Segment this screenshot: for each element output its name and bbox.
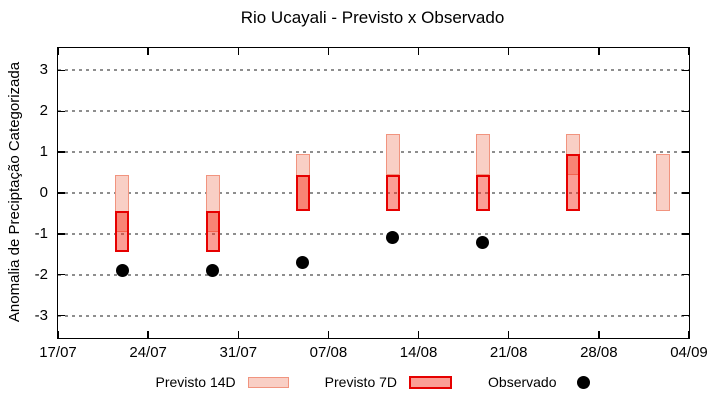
x-tick-top <box>507 48 510 55</box>
range-bar-previsto-7d <box>115 211 130 253</box>
x-tick-label: 24/07 <box>129 344 167 361</box>
x-tick-top <box>598 48 600 55</box>
y-tick-right <box>682 273 689 276</box>
range-bar-previsto-14d <box>475 133 490 175</box>
x-tick-label: 28/08 <box>580 344 618 361</box>
gridline <box>58 192 689 194</box>
y-tick-label: -3 <box>34 306 48 324</box>
y-tick-right <box>682 69 689 72</box>
x-tick-label: 07/08 <box>309 344 348 361</box>
legend-observed-dot-icon <box>576 375 590 389</box>
x-tick-bottom <box>57 331 59 338</box>
x-tick-label: 14/08 <box>399 344 438 361</box>
x-tick-bottom <box>507 331 510 338</box>
y-tick-left <box>58 151 65 153</box>
range-bar-previsto-7d <box>475 174 490 212</box>
observed-point <box>206 264 220 278</box>
y-tick-left <box>58 192 65 194</box>
y-tick-label: 0 <box>39 184 48 201</box>
x-tick-bottom <box>237 331 240 338</box>
x-tick-bottom <box>598 331 600 338</box>
x-tick-top <box>327 48 330 55</box>
gridline <box>58 314 689 317</box>
gridline <box>58 273 689 276</box>
range-bar-previsto-7d <box>295 174 310 212</box>
observed-point <box>386 231 400 245</box>
legend-swatch-previsto-7d <box>409 375 453 389</box>
legend-item-previsto-7d: Previsto 7D <box>324 374 453 390</box>
gridline <box>58 69 689 72</box>
x-tick-top <box>688 48 690 55</box>
range-bar-previsto-14d <box>656 154 671 212</box>
gridline <box>58 110 689 113</box>
x-tick-top <box>417 48 420 55</box>
legend-label-observado: Observado <box>488 374 557 390</box>
range-bar-previsto-7d <box>566 154 581 212</box>
legend: Previsto 14D Previsto 7D Observado <box>57 369 688 395</box>
y-tick-left <box>58 110 65 113</box>
range-bar-previsto-14d <box>385 133 400 175</box>
gridline <box>58 232 689 235</box>
x-tick-bottom <box>417 331 420 338</box>
range-bar-previsto-7d <box>385 174 400 212</box>
gridline <box>58 151 689 154</box>
y-tick-left <box>58 314 65 317</box>
range-bar-previsto-14d <box>115 174 130 232</box>
x-tick-top <box>57 48 59 55</box>
range-bar-previsto-14d <box>205 174 220 232</box>
y-tick-label: 3 <box>39 61 48 79</box>
range-bar-previsto-7d <box>205 211 220 253</box>
y-tick-left <box>58 233 65 235</box>
legend-item-observado: Observado <box>488 374 590 390</box>
observed-point <box>476 235 490 249</box>
observed-point <box>115 264 129 278</box>
y-tick-label: -1 <box>34 224 48 242</box>
legend-label-previsto-14d: Previsto 14D <box>155 374 236 390</box>
y-tick-right <box>682 110 689 113</box>
x-tick-label: 21/08 <box>489 344 528 361</box>
legend-label-previsto-7d: Previsto 7D <box>324 374 398 390</box>
y-tick-label: 2 <box>39 102 48 120</box>
y-tick-right <box>682 314 689 317</box>
chart-title: Rio Ucayali - Previsto x Observado <box>240 8 505 27</box>
y-tick-right <box>682 151 689 153</box>
y-tick-label: -2 <box>34 265 48 283</box>
legend-swatch-previsto-14d <box>247 376 289 388</box>
y-tick-left <box>58 69 65 72</box>
x-tick-label: 17/07 <box>39 344 77 361</box>
y-tick-left <box>58 273 65 276</box>
x-tick-label: 31/07 <box>219 344 258 361</box>
y-tick-right <box>682 192 689 194</box>
y-tick-label: 1 <box>39 143 48 161</box>
x-tick-top <box>147 48 149 55</box>
x-tick-bottom <box>688 331 690 338</box>
plot-area: 3 2 1 0 -1 -2 -3 17/07 24/07 31/07 07/08 14/08 21/08… <box>35 47 708 361</box>
x-tick-bottom <box>147 331 149 338</box>
y-tick-right <box>682 233 689 235</box>
observed-point <box>296 255 310 269</box>
x-tick-label: 04/09 <box>670 344 708 361</box>
legend-item-previsto-14d: Previsto 14D <box>156 374 289 390</box>
x-tick-top <box>237 48 240 55</box>
x-tick-bottom <box>327 331 330 338</box>
